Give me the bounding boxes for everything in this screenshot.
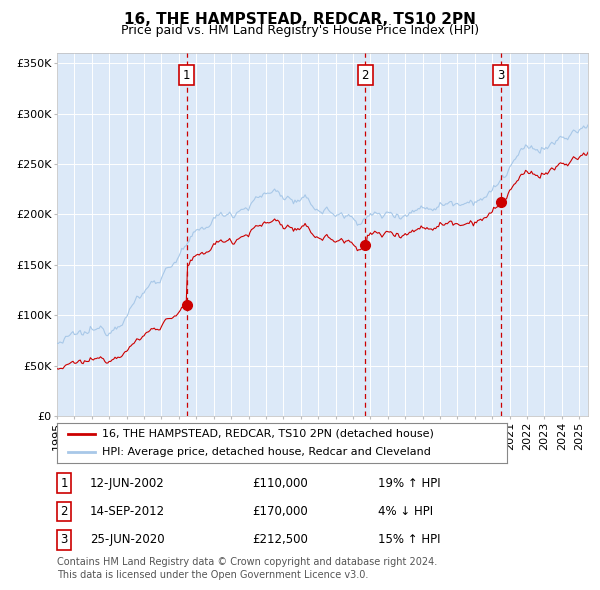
Text: 3: 3 (61, 533, 68, 546)
Text: Price paid vs. HM Land Registry's House Price Index (HPI): Price paid vs. HM Land Registry's House … (121, 24, 479, 37)
Text: 3: 3 (497, 69, 504, 82)
Text: 16, THE HAMPSTEAD, REDCAR, TS10 2PN: 16, THE HAMPSTEAD, REDCAR, TS10 2PN (124, 12, 476, 27)
Text: 1: 1 (183, 69, 190, 82)
Text: £170,000: £170,000 (252, 505, 308, 518)
Text: This data is licensed under the Open Government Licence v3.0.: This data is licensed under the Open Gov… (57, 570, 368, 580)
Text: 12-JUN-2002: 12-JUN-2002 (90, 477, 165, 490)
Text: 2: 2 (362, 69, 369, 82)
Text: 16, THE HAMPSTEAD, REDCAR, TS10 2PN (detached house): 16, THE HAMPSTEAD, REDCAR, TS10 2PN (det… (102, 429, 434, 439)
Text: 15% ↑ HPI: 15% ↑ HPI (378, 533, 440, 546)
Text: 1: 1 (61, 477, 68, 490)
Text: Contains HM Land Registry data © Crown copyright and database right 2024.: Contains HM Land Registry data © Crown c… (57, 557, 437, 567)
Text: 2: 2 (61, 505, 68, 518)
Text: HPI: Average price, detached house, Redcar and Cleveland: HPI: Average price, detached house, Redc… (102, 447, 431, 457)
Text: 25-JUN-2020: 25-JUN-2020 (90, 533, 164, 546)
Text: £110,000: £110,000 (252, 477, 308, 490)
Text: 14-SEP-2012: 14-SEP-2012 (90, 505, 165, 518)
Text: 4% ↓ HPI: 4% ↓ HPI (378, 505, 433, 518)
Text: 19% ↑ HPI: 19% ↑ HPI (378, 477, 440, 490)
Text: £212,500: £212,500 (252, 533, 308, 546)
